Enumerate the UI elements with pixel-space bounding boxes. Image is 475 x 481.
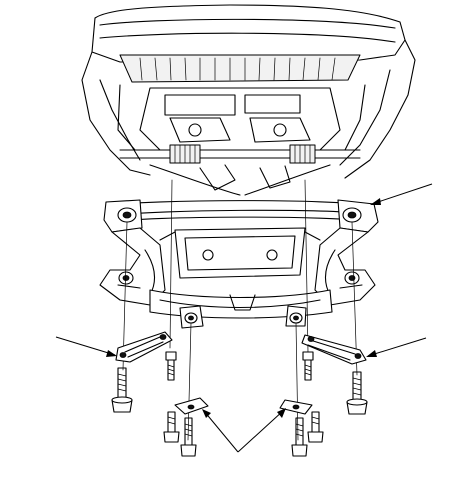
engine-undercarriage [81, 4, 416, 196]
callout-left [55, 336, 117, 357]
mounting-bolt [302, 351, 314, 381]
mounting-bolt [163, 411, 180, 443]
subframe-bushing-lower-right [289, 312, 303, 324]
lower-bracket-left [174, 397, 209, 415]
front-subframe [99, 199, 379, 329]
stiffener-bracket-right [301, 334, 367, 365]
callout-bottom [202, 408, 286, 453]
subframe-bushing-front-left [117, 207, 137, 223]
lower-bracket-right [279, 399, 313, 415]
mounting-bolt [346, 371, 368, 415]
mounting-bolt [180, 417, 197, 457]
mounting-bolt [307, 411, 324, 443]
stiffener-bracket-left [115, 331, 173, 363]
mounting-bolt [111, 367, 133, 413]
callout-right [366, 337, 427, 357]
subframe-bushing-rear-right [344, 271, 360, 285]
mounting-bolt [165, 351, 177, 381]
callout-upper-right [370, 183, 433, 205]
subframe-bushing-lower-left [184, 312, 198, 324]
subframe-bushing-front-right [342, 207, 362, 223]
mounting-bolt [291, 417, 308, 457]
subframe-bushing-rear-left [118, 271, 134, 285]
